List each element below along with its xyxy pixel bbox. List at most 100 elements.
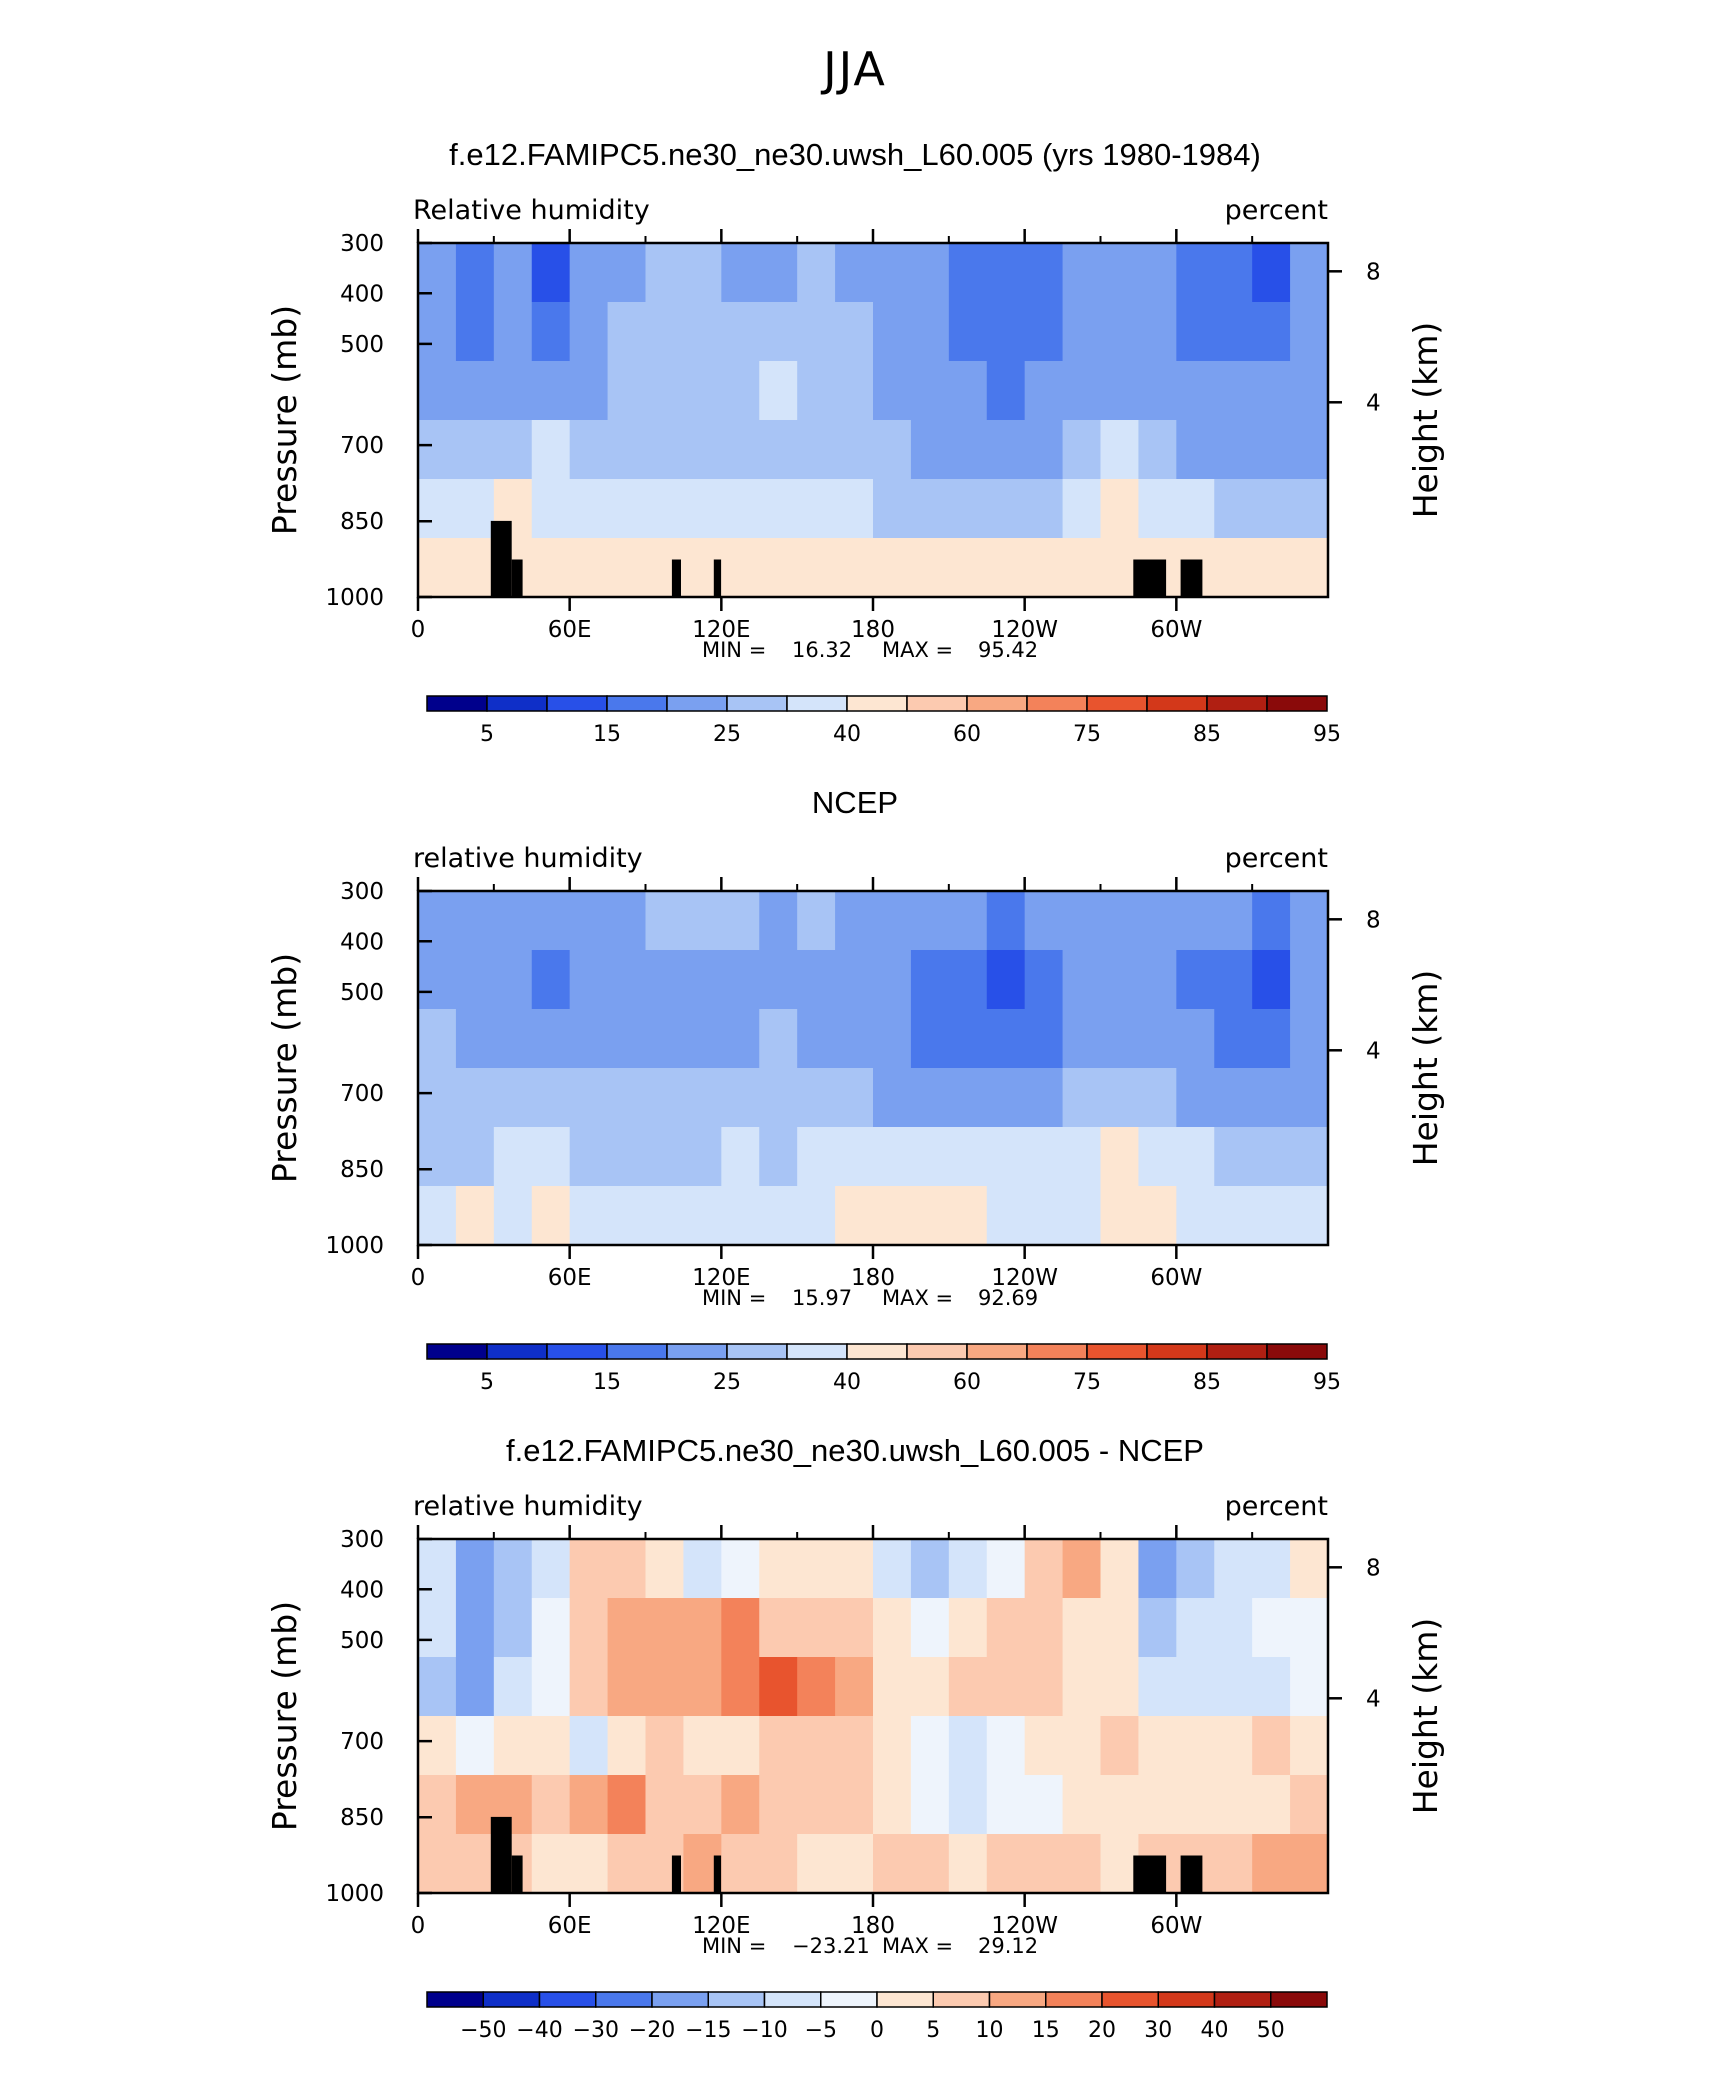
min-value: −23.21 xyxy=(792,1934,870,1958)
field-cell xyxy=(1024,1598,1064,1658)
field-cell xyxy=(1138,1598,1177,1658)
field-cell xyxy=(418,950,457,1010)
field-cell xyxy=(683,1009,722,1069)
field-cell xyxy=(1252,302,1291,362)
field-cell xyxy=(455,1009,495,1069)
y-tick-label: 1000 xyxy=(325,1881,384,1907)
field-cell xyxy=(683,891,722,951)
field-cell xyxy=(1024,361,1064,421)
field-cell xyxy=(1290,1186,1329,1246)
variable-label: relative humidity xyxy=(413,843,643,874)
field-cell xyxy=(1024,1775,1064,1835)
terrain-block xyxy=(713,1855,722,1893)
terrain-block xyxy=(490,520,512,597)
field-cell xyxy=(531,1127,571,1187)
x-tick-label: 60E xyxy=(548,1913,592,1939)
field-cell xyxy=(418,1657,457,1717)
field-cell xyxy=(1214,1598,1253,1658)
field-cell xyxy=(759,1009,798,1069)
x-tick-label: 180 xyxy=(851,617,895,643)
colorbar-swatch xyxy=(966,695,1028,712)
terrain-mask xyxy=(490,1816,1203,1893)
y2-axis-title: Height (km) xyxy=(1406,322,1445,519)
field-cell xyxy=(1100,243,1140,303)
field-cell xyxy=(645,891,685,951)
colorbar-swatch xyxy=(876,1991,934,2008)
field-cell xyxy=(1214,1657,1253,1717)
field-cell xyxy=(1024,1657,1064,1717)
field-cell xyxy=(948,302,988,362)
field-cell xyxy=(418,1127,457,1187)
field-cell xyxy=(759,1657,798,1717)
field-cell xyxy=(721,1775,760,1835)
field-cell xyxy=(759,361,798,421)
field-cell xyxy=(1024,1539,1064,1599)
colorbar-label: 0 xyxy=(870,2018,884,2043)
colorbar-label: −30 xyxy=(573,2018,619,2043)
field-cell xyxy=(910,1775,950,1835)
field-cell xyxy=(986,1834,1026,1894)
field-cell xyxy=(797,1068,836,1128)
field-cell xyxy=(1024,950,1064,1010)
field-cell xyxy=(1176,479,1215,539)
colorbar-label: −20 xyxy=(629,2018,675,2043)
field-cell xyxy=(493,1539,533,1599)
field-cell xyxy=(835,950,874,1010)
field-cell xyxy=(1062,1598,1102,1658)
colorbar-label: 20 xyxy=(1088,2018,1116,2043)
colorbar-label: 5 xyxy=(480,1370,494,1395)
colorbar-label: 60 xyxy=(953,1370,981,1395)
field-cell xyxy=(418,361,457,421)
field-cell xyxy=(835,243,874,303)
x-tick-label: 0 xyxy=(411,1913,426,1939)
field-cell xyxy=(531,302,571,362)
field-cell xyxy=(1100,1186,1140,1246)
field-cell xyxy=(721,1539,760,1599)
field-cell xyxy=(1100,950,1140,1010)
field-cell xyxy=(607,1127,647,1187)
x-tick-label: 120E xyxy=(692,617,750,643)
y2-tick-label: 8 xyxy=(1366,907,1381,933)
field-cell xyxy=(1252,1186,1291,1246)
field-cell xyxy=(455,950,495,1010)
y-tick-label: 300 xyxy=(340,231,384,257)
field-cell xyxy=(910,1009,950,1069)
field-cell xyxy=(645,1009,685,1069)
max-label: MAX = xyxy=(882,1286,953,1310)
max-value: 95.42 xyxy=(978,638,1038,662)
field-cell xyxy=(721,1009,760,1069)
contour-field xyxy=(418,891,1329,1246)
field-cell xyxy=(873,1186,912,1246)
field-cell xyxy=(683,420,722,480)
field-cell xyxy=(1024,243,1064,303)
field-cell xyxy=(1062,1657,1102,1717)
field-cell xyxy=(986,538,1026,598)
field-cell xyxy=(683,1127,722,1187)
field-cell xyxy=(986,479,1026,539)
field-cell xyxy=(1214,1539,1253,1599)
field-cell xyxy=(1138,1716,1177,1776)
field-cell xyxy=(873,1068,912,1128)
field-cell xyxy=(910,1127,950,1187)
field-cell xyxy=(1176,1775,1215,1835)
x-tick-label: 120W xyxy=(991,1913,1058,1939)
field-cell xyxy=(1138,1539,1177,1599)
field-cell xyxy=(418,1598,457,1658)
panel-3: f.e12.FAMIPC5.ne30_ne30.uwsh_L60.005 - N… xyxy=(265,1433,1445,2043)
field-cell xyxy=(493,361,533,421)
terrain-block xyxy=(511,1855,523,1893)
field-cell xyxy=(797,302,836,362)
field-cell xyxy=(1100,1716,1140,1776)
field-cell xyxy=(1252,1716,1291,1776)
y-tick-label: 700 xyxy=(340,1729,384,1755)
field-cell xyxy=(645,479,685,539)
field-cell xyxy=(1100,479,1140,539)
units-label: percent xyxy=(1225,843,1328,874)
field-cell xyxy=(986,420,1026,480)
field-cell xyxy=(531,891,571,951)
colorbar-swatch xyxy=(906,1343,968,1360)
colorbar-label: 75 xyxy=(1073,1370,1101,1395)
colorbar-swatch xyxy=(966,1343,1028,1360)
colorbar-swatch xyxy=(666,1343,728,1360)
